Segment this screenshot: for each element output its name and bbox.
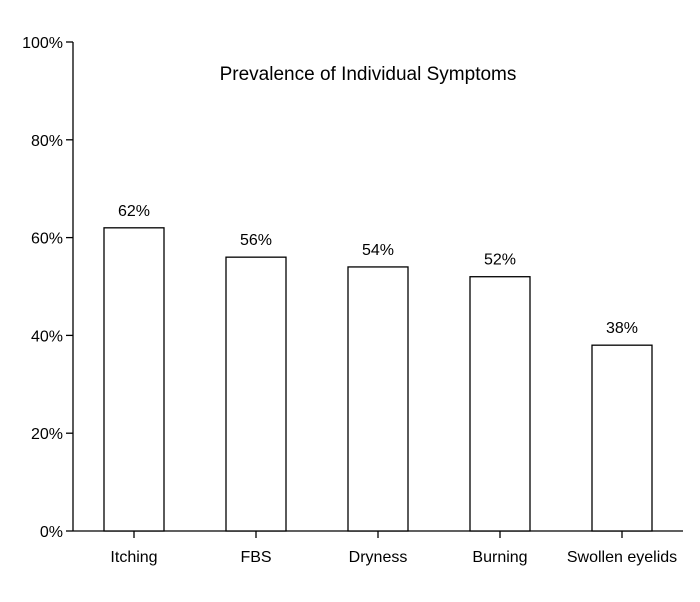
x-tick-label: Swollen eyelids (567, 549, 677, 566)
data-labels: 62% 56% 54% 52% 38% (118, 203, 638, 337)
y-tick-label: 0% (40, 524, 63, 541)
bar-dryness (347, 266, 409, 532)
bar-fbs (225, 256, 287, 532)
y-tick-label: 40% (31, 328, 63, 345)
x-tick-label: Burning (472, 549, 527, 566)
y-tick-label: 20% (31, 426, 63, 443)
bars (103, 227, 653, 532)
chart-title: Prevalence of Individual Symptoms (220, 64, 517, 85)
bar-itching (103, 227, 165, 532)
bar-value-label: 54% (362, 242, 394, 259)
y-tick-label: 80% (31, 133, 63, 150)
x-tick-label: FBS (240, 549, 271, 566)
bar-burning (469, 276, 531, 532)
bar-value-label: 52% (484, 252, 516, 269)
y-tick-label: 60% (31, 231, 63, 248)
y-tick-label: 100% (22, 35, 63, 52)
bar-swollen-eyelids (591, 344, 653, 532)
bar-value-label: 56% (240, 232, 272, 249)
x-tick-label: Itching (110, 549, 157, 566)
bar-value-label: 38% (606, 320, 638, 337)
y-axis: 0% 20% 40% 60% 80% 100% (22, 35, 74, 541)
x-tick-label: Dryness (349, 549, 408, 566)
x-axis: Itching FBS Dryness Burning Swollen eyelids (73, 530, 683, 566)
bar-value-label: 62% (118, 203, 150, 220)
